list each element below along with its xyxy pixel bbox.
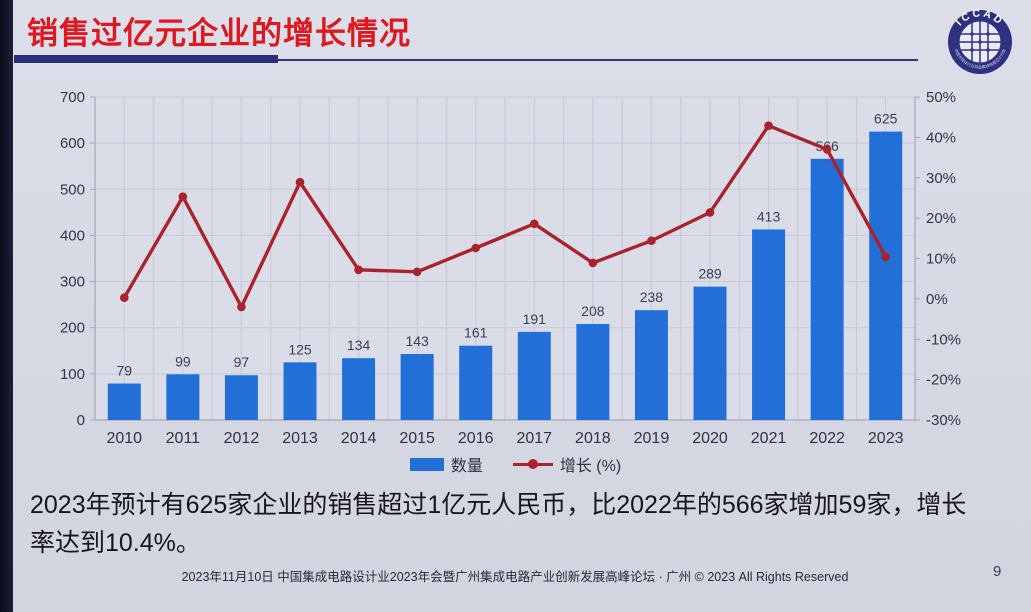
x-axis-label-2013: 2013: [282, 430, 318, 447]
right-axis-tick-label: -20%: [926, 372, 961, 389]
x-axis-label-2022: 2022: [809, 430, 845, 447]
bar-value-label-2020: 289: [698, 266, 722, 282]
bar-value-label-2014: 134: [347, 337, 371, 353]
legend-line-swatch: [512, 458, 553, 469]
right-axis-tick-label: 20%: [926, 210, 956, 227]
bar-value-label-2010: 79: [116, 363, 132, 379]
bar-2012: [224, 375, 258, 420]
growth-point-2014: [354, 265, 363, 275]
x-axis-label-2017: 2017: [516, 430, 552, 447]
legend-bar-swatch: [409, 457, 444, 471]
bar-value-label-2016: 161: [464, 325, 488, 341]
x-axis-label-2012: 2012: [224, 430, 260, 447]
summary-text: 2023年预计有625家企业的销售超过1亿元人民币，比2022年的566家增加5…: [30, 486, 1020, 562]
growth-point-2015: [412, 267, 422, 277]
photo-edge-strip: [0, 0, 13, 612]
bar-2022: [810, 158, 844, 420]
logo-circuit-nodes: [970, 32, 990, 52]
bar-value-label-2013: 125: [288, 341, 312, 357]
title-underline-thin: [14, 59, 918, 61]
legend-label-growth: 增长 (%): [559, 458, 622, 475]
footer-text: 2023年11月10日 中国集成电路设计业2023年会暨广州集成电路产业创新发展…: [181, 570, 849, 584]
bar-2015: [400, 354, 434, 420]
bar-2010: [107, 383, 141, 420]
legend-label-count: 数量: [450, 458, 483, 475]
summary-text-line2: 率达到10.4%。: [30, 529, 201, 557]
right-axis-tick-label: 30%: [926, 170, 956, 187]
bar-value-label-2023: 625: [874, 111, 898, 127]
x-axis-label-2019: 2019: [634, 430, 670, 447]
growth-point-2019: [647, 236, 656, 246]
bar-value-label-2012: 97: [234, 354, 250, 370]
growth-point-2013: [295, 177, 305, 187]
bar-value-label-2011: 99: [175, 353, 191, 369]
left-axis-tick-label: 500: [60, 181, 85, 198]
right-axis-tick-label: 0%: [926, 291, 948, 308]
left-axis-tick-label: 100: [60, 366, 85, 383]
left-axis-tick-label: 0: [77, 412, 85, 429]
chart-canvas: 0 100 200 300 400 500 600 700 -30% -20% -10% 0% 10% 2…: [60, 89, 961, 447]
left-axis-tick-label: 300: [60, 274, 85, 291]
bar-2021: [752, 229, 786, 420]
chart-legend: 数量 增长 (%): [0, 452, 1031, 476]
left-axis-tick-label: 600: [60, 135, 85, 152]
growth-point-2010: [119, 293, 129, 302]
right-axis-tick-label: 40%: [926, 129, 956, 146]
bar-value-label-2015: 143: [405, 333, 429, 349]
page-number: 9: [993, 563, 1002, 580]
summary-text-line1: 2023年预计有625家企业的销售超过1亿元人民币，比2022年的566家增加5…: [30, 491, 967, 519]
growth-point-2017: [529, 219, 539, 229]
x-axis-label-2010: 2010: [106, 430, 142, 447]
bar-2018: [576, 324, 610, 420]
x-axis-label-2011: 2011: [166, 430, 201, 447]
bar-2023: [869, 131, 903, 420]
x-axis-label-2015: 2015: [399, 430, 435, 447]
growth-point-2020: [705, 208, 715, 217]
growth-point-2021: [764, 121, 773, 130]
bar-value-label-2021: 413: [757, 208, 781, 224]
title-underline-thick: [14, 55, 278, 63]
legend-item-count: 数量: [409, 452, 483, 476]
bar-value-label-2017: 191: [523, 311, 547, 327]
bar-2011: [166, 374, 200, 420]
right-axis-tick-label: -10%: [926, 331, 961, 348]
right-axis-tick-label: -30%: [926, 412, 961, 429]
left-axis-tick-label: 700: [60, 89, 85, 106]
bar-2020: [693, 286, 727, 420]
bar-2013: [283, 362, 317, 420]
growth-point-2018: [588, 258, 598, 268]
right-axis-tick-label: 50%: [926, 89, 956, 106]
growth-point-2022: [822, 145, 832, 154]
right-axis-tick-label: 10%: [926, 251, 956, 268]
legend-item-growth: 增长 (%): [512, 452, 622, 476]
growth-point-2023: [881, 252, 891, 262]
x-axis-label-2016: 2016: [458, 430, 494, 447]
growth-chart: 0 100 200 300 400 500 600 700 -30% -20% -10% 0% 10% 2…: [40, 85, 990, 457]
bar-2016: [459, 345, 493, 420]
growth-point-2011: [178, 192, 188, 202]
iccad-logo: ICCAD 中国半导体行业协会集成电路设计分会: [948, 7, 1012, 74]
legend-line-marker-icon: [527, 458, 538, 469]
left-axis-tick-label: 400: [60, 227, 85, 244]
x-axis-label-2023: 2023: [868, 430, 904, 447]
bar-value-label-2018: 208: [581, 303, 605, 319]
bar-2017: [517, 331, 551, 420]
bar-value-label-2019: 238: [640, 289, 664, 305]
left-axis-tick-label: 200: [60, 320, 85, 337]
growth-line: [122, 123, 888, 309]
bar-2019: [634, 310, 668, 420]
x-axis-label-2021: 2021: [751, 430, 787, 447]
x-axis-label-2020: 2020: [692, 430, 728, 447]
bar-2014: [342, 358, 376, 420]
slide-title: 销售过亿元企业的增长情况: [27, 16, 411, 51]
growth-point-2016: [471, 243, 481, 253]
x-axis-label-2014: 2014: [341, 430, 377, 447]
x-axis-label-2018: 2018: [575, 430, 611, 447]
growth-point-2012: [237, 302, 246, 312]
